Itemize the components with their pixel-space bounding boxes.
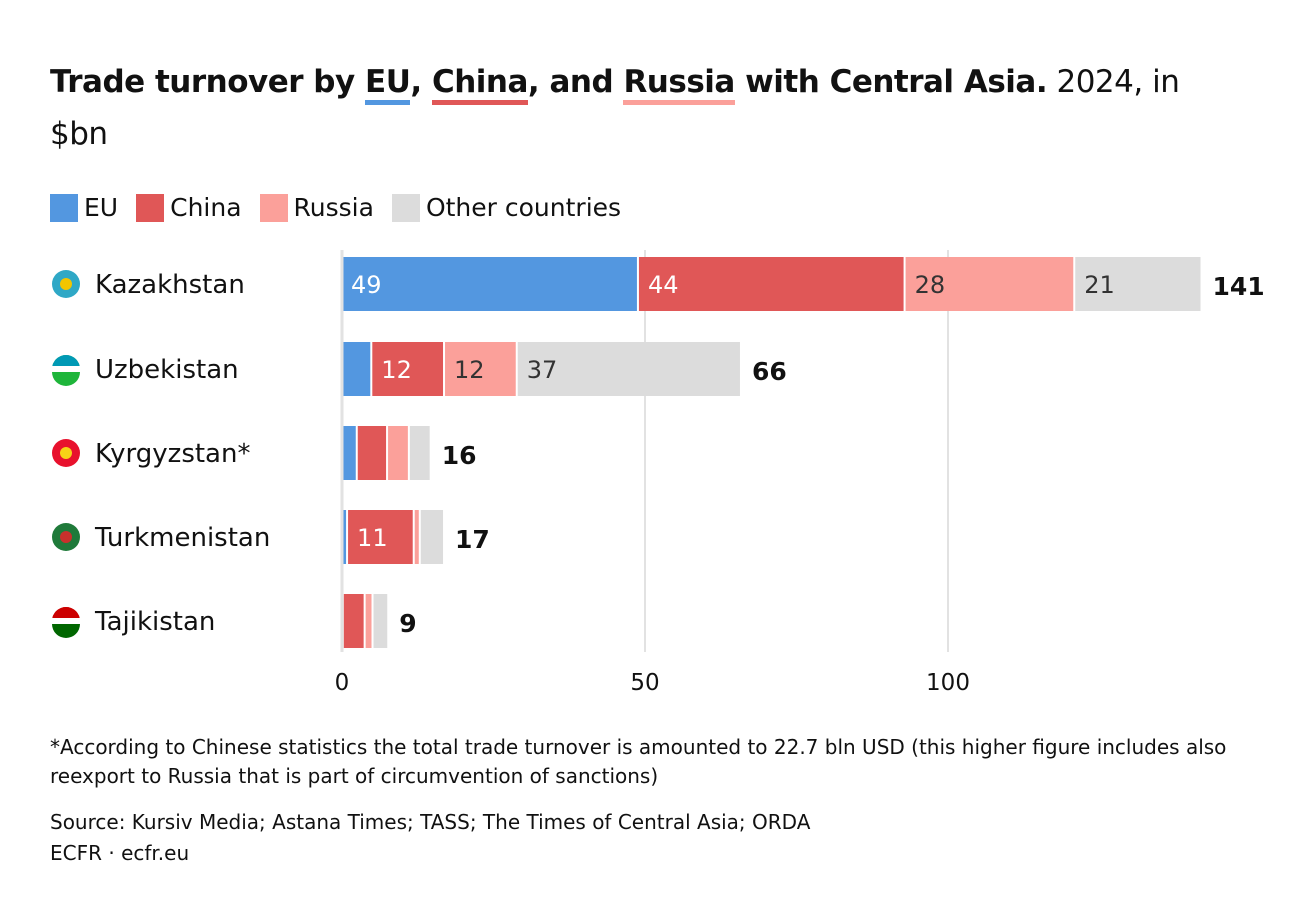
bar-segment [638,257,904,311]
bar-segment [420,510,444,564]
country-label: Kazakhstan [95,270,245,300]
flag-icon [52,618,80,624]
flag-icon [60,531,72,543]
total-label: 9 [399,609,416,638]
country-label: Turkmenistan [94,523,270,553]
bar-segment [905,257,1074,311]
credit: ECFR · ecfr.eu [50,841,190,865]
bar-segment [348,510,413,564]
flag-icon [52,624,80,638]
bar-segment [343,594,364,648]
legend: EU China Russia Other countries [50,193,621,222]
bar-segment [445,342,516,396]
x-tick-label: 50 [630,670,659,696]
segment-label: 21 [1084,271,1115,299]
legend-item: China [136,193,242,222]
total-label: 141 [1213,272,1265,301]
country-label: Tajikistan [94,607,215,637]
country-label: Kyrgyzstan* [95,439,250,469]
legend-item: Russia [259,193,374,222]
legend-label: Russia [293,193,374,222]
x-tick-label: 100 [926,670,970,696]
legend-swatch [259,193,288,222]
legend-label: China [170,193,242,222]
chart-title: Trade turnover by EU, China, and Russia … [50,64,1180,152]
flag-icon [60,278,72,290]
chart: 0 50 100 Kazakhstan 49 44 28 21 141 Uzbekistan 12 1… [52,250,1265,696]
bar-segment [414,510,419,564]
bar-segment [372,342,444,396]
total-label: 16 [442,441,477,470]
segment-label: 11 [357,524,388,552]
legend-swatch [136,193,165,222]
bar-segment [342,257,637,311]
segment-label: 44 [648,271,679,299]
x-tick-label: 0 [335,670,350,696]
legend-label: Other countries [425,193,622,222]
flag-icon [60,447,72,459]
bar-segment [1075,257,1201,311]
source: Source: Kursiv Media; Astana Times; TASS… [50,810,811,834]
bar-segment [342,426,356,480]
flag-icon [52,607,80,621]
total-label: 66 [752,357,787,386]
bar-segment [388,426,408,480]
legend-item: Other countries [391,193,622,222]
footnote: *According to Chinese statistics the tot… [50,735,1227,788]
bar-segment [342,342,371,396]
segment-label: 28 [915,271,946,299]
bar-segment [357,426,387,480]
segment-label: 37 [527,356,558,384]
bar-segment [365,594,372,648]
segment-label: 49 [351,271,382,299]
segment-label: 12 [454,356,485,384]
country-label: Uzbekistan [95,355,239,385]
legend-label: EU [84,193,119,222]
total-label: 17 [455,525,490,554]
flag-icon [52,366,80,372]
legend-swatch [50,193,78,222]
bar-segment [409,426,430,480]
legend-swatch [391,193,420,222]
flag-icon [52,355,80,369]
bar-segment [373,594,388,648]
bar-segment [517,342,740,396]
segment-label: 12 [381,356,412,384]
flag-icon [52,372,80,386]
bar-segment [342,510,347,564]
legend-item: EU [50,193,118,222]
